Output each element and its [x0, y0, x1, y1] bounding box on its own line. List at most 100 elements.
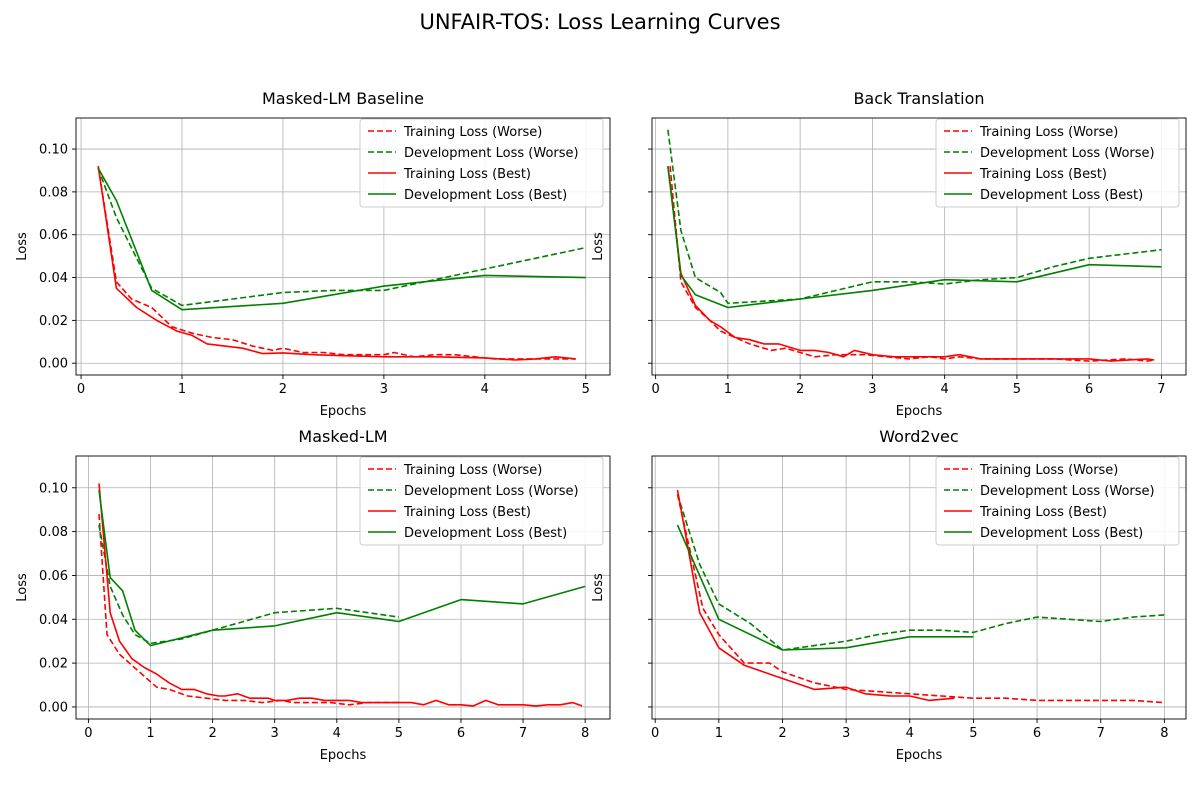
- x-tick-label: 3: [380, 382, 388, 397]
- legend-label: Training Loss (Best): [979, 505, 1107, 520]
- legend-label: Development Loss (Worse): [404, 146, 579, 161]
- x-axis-label: Epochs: [896, 404, 943, 419]
- x-tick-label: 0: [651, 726, 659, 741]
- legend-box: [935, 456, 1180, 546]
- subplot-2: 0 1 2 3 4 5 6 7 Back Translation Epochs Loss Traini…: [591, 89, 1187, 419]
- x-tick-label: 7: [1097, 726, 1105, 741]
- y-tick-label: 0.10: [39, 481, 68, 496]
- y-tick-label: 0.00: [39, 357, 68, 372]
- legend-label: Training Loss (Best): [403, 505, 531, 520]
- subplot-1: 0 1 2 3 4 5 0.00 0.02 0.04 0.06 0.08 0.10 Masked-LM …: [15, 89, 611, 419]
- subplot-title: Masked-LM: [298, 427, 387, 446]
- legend-box: [359, 456, 604, 546]
- x-tick-label: 2: [778, 726, 786, 741]
- x-tick-label: 7: [1157, 382, 1165, 397]
- axes-frame: [651, 455, 1187, 720]
- x-tick-label: 6: [1033, 726, 1041, 741]
- series-line: [676, 494, 1165, 651]
- x-tick-label: 2: [796, 382, 804, 397]
- legend-label: Training Loss (Worse): [979, 125, 1118, 140]
- subplot-title: Back Translation: [853, 89, 984, 108]
- series-line: [676, 524, 974, 651]
- x-tick-label: 6: [457, 726, 465, 741]
- legend-label: Development Loss (Best): [404, 188, 567, 203]
- series-line: [97, 166, 576, 361]
- y-axis-label: Loss: [15, 232, 30, 261]
- y-tick-label: 0.04: [39, 613, 68, 628]
- axes-frame: [651, 117, 1187, 376]
- legend-label: Training Loss (Best): [403, 167, 531, 182]
- legend: Training Loss (Worse) Development Loss (W…: [359, 118, 604, 208]
- series-line: [667, 166, 1155, 362]
- y-tick-label: 0.06: [39, 569, 68, 584]
- x-tick-label: 4: [906, 726, 914, 741]
- y-tick-label: 0.10: [39, 143, 68, 158]
- x-tick-label: 1: [178, 382, 186, 397]
- x-tick-label: 1: [146, 726, 154, 741]
- x-tick-label: 5: [1013, 382, 1021, 397]
- x-tick-label: 2: [279, 382, 287, 397]
- series-line: [98, 524, 400, 645]
- series-line: [97, 167, 586, 311]
- legend-box: [359, 118, 604, 208]
- series-line: [98, 483, 583, 707]
- legend-label: Development Loss (Best): [404, 526, 567, 541]
- series-line: [98, 514, 399, 706]
- axes-frame: [75, 455, 611, 720]
- y-axis-label: Loss: [591, 232, 606, 261]
- x-tick-label: 5: [969, 726, 977, 741]
- x-tick-label: 7: [519, 726, 527, 741]
- y-tick-label: 0.04: [39, 271, 68, 286]
- y-tick-label: 0.02: [39, 657, 68, 672]
- axes-frame: [75, 117, 611, 376]
- x-tick-label: 1: [715, 726, 723, 741]
- legend-label: Development Loss (Best): [980, 188, 1143, 203]
- series-line: [667, 166, 1162, 309]
- legend-label: Training Loss (Worse): [403, 125, 542, 140]
- figure-title: UNFAIR-TOS: Loss Learning Curves: [419, 10, 781, 34]
- x-tick-label: 0: [84, 726, 92, 741]
- x-tick-label: 2: [208, 726, 216, 741]
- x-tick-label: 3: [868, 382, 876, 397]
- legend-label: Training Loss (Best): [979, 167, 1107, 182]
- y-tick-label: 0.00: [39, 700, 68, 715]
- legend-box: [935, 118, 1180, 208]
- x-tick-label: 1: [724, 382, 732, 397]
- series-line: [98, 489, 586, 647]
- legend-label: Development Loss (Best): [980, 526, 1143, 541]
- x-tick-label: 5: [395, 726, 403, 741]
- subplot-4: 0 1 2 3 4 5 6 7 8 Word2vec Epochs Loss Training Loss…: [591, 427, 1187, 763]
- y-axis-label: Loss: [15, 573, 30, 602]
- x-tick-label: 0: [651, 382, 659, 397]
- x-tick-label: 5: [582, 382, 590, 397]
- legend-label: Development Loss (Worse): [980, 484, 1155, 499]
- subplot-title: Word2vec: [879, 427, 958, 446]
- legend: Training Loss (Worse) Development Loss (W…: [935, 118, 1180, 208]
- x-tick-label: 8: [581, 726, 589, 741]
- y-axis-label: Loss: [591, 573, 606, 602]
- legend-label: Development Loss (Worse): [404, 484, 579, 499]
- series-line: [667, 129, 1162, 305]
- legend: Training Loss (Worse) Development Loss (W…: [359, 456, 604, 546]
- y-tick-label: 0.08: [39, 525, 68, 540]
- y-tick-label: 0.02: [39, 314, 68, 329]
- x-tick-label: 4: [941, 382, 949, 397]
- y-tick-label: 0.06: [39, 228, 68, 243]
- x-tick-label: 8: [1160, 726, 1168, 741]
- x-axis-label: Epochs: [896, 748, 943, 763]
- x-tick-label: 6: [1085, 382, 1093, 397]
- x-tick-label: 4: [481, 382, 489, 397]
- legend-label: Development Loss (Worse): [980, 146, 1155, 161]
- x-tick-label: 0: [77, 382, 85, 397]
- y-tick-label: 0.08: [39, 185, 68, 200]
- x-tick-label: 3: [271, 726, 279, 741]
- x-tick-label: 3: [842, 726, 850, 741]
- legend: Training Loss (Worse) Development Loss (W…: [935, 456, 1180, 546]
- subplot-3: 0 1 2 3 4 5 6 7 8 0.00 0.02 0.04 0.06 0.08 0.10 Masked-…: [15, 427, 611, 763]
- x-tick-label: 4: [333, 726, 341, 741]
- subplot-title: Masked-LM Baseline: [262, 89, 424, 108]
- x-axis-label: Epochs: [320, 404, 367, 419]
- legend-label: Training Loss (Worse): [403, 463, 542, 478]
- legend-label: Training Loss (Worse): [979, 463, 1118, 478]
